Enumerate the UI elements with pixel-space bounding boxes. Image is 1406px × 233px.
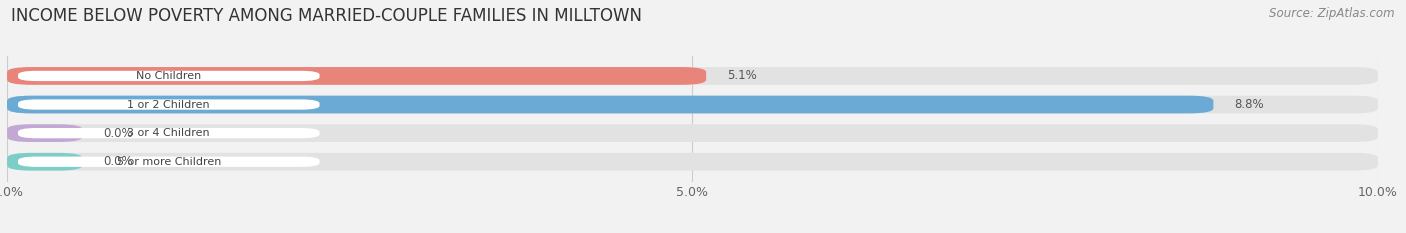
FancyBboxPatch shape [18, 99, 319, 110]
FancyBboxPatch shape [7, 67, 706, 85]
FancyBboxPatch shape [18, 157, 319, 167]
Text: 5 or more Children: 5 or more Children [117, 157, 221, 167]
FancyBboxPatch shape [7, 96, 1213, 113]
Text: 0.0%: 0.0% [103, 127, 132, 140]
FancyBboxPatch shape [7, 124, 83, 142]
Text: Source: ZipAtlas.com: Source: ZipAtlas.com [1270, 7, 1395, 20]
Text: No Children: No Children [136, 71, 201, 81]
FancyBboxPatch shape [18, 128, 319, 138]
Text: 5.1%: 5.1% [727, 69, 756, 82]
FancyBboxPatch shape [7, 153, 1378, 171]
Text: 3 or 4 Children: 3 or 4 Children [128, 128, 209, 138]
FancyBboxPatch shape [7, 96, 1378, 113]
Text: 8.8%: 8.8% [1234, 98, 1264, 111]
FancyBboxPatch shape [7, 124, 1378, 142]
FancyBboxPatch shape [18, 71, 319, 81]
Text: 0.0%: 0.0% [103, 155, 132, 168]
Text: INCOME BELOW POVERTY AMONG MARRIED-COUPLE FAMILIES IN MILLTOWN: INCOME BELOW POVERTY AMONG MARRIED-COUPL… [11, 7, 643, 25]
FancyBboxPatch shape [7, 67, 1378, 85]
Text: 1 or 2 Children: 1 or 2 Children [128, 99, 209, 110]
FancyBboxPatch shape [7, 153, 83, 171]
